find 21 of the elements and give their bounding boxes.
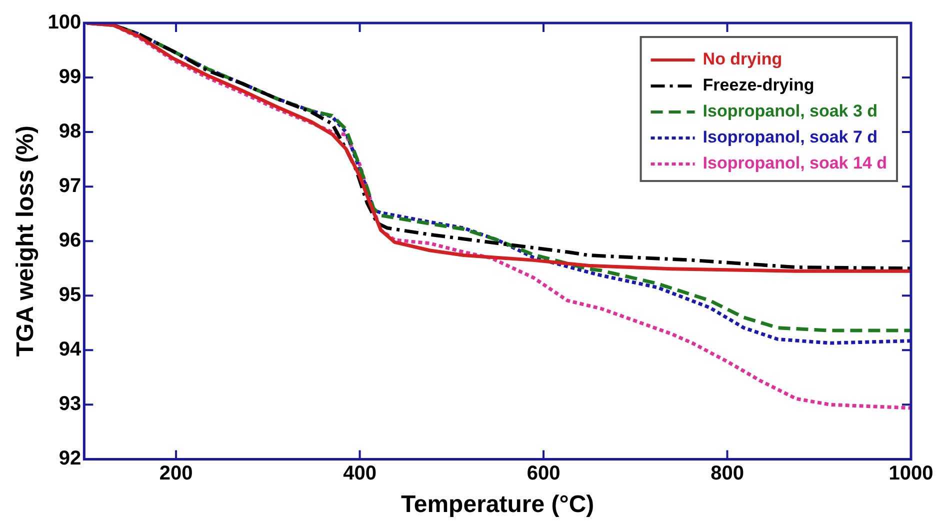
x-tick-label: 400: [343, 462, 376, 485]
legend-label: Isopropanol, soak 14 d: [702, 154, 888, 173]
y-tick-label: 94: [58, 338, 82, 361]
x-axis-title: Temperature (°C): [400, 491, 594, 518]
y-tick-label: 93: [58, 393, 82, 416]
x-tick-label: 800: [710, 462, 744, 485]
legend-label: Freeze-drying: [702, 76, 814, 95]
x-tick-label: 200: [159, 462, 193, 485]
y-tick-label: 95: [58, 284, 82, 306]
y-tick-label: 99: [58, 66, 82, 88]
y-tick-label: 98: [58, 120, 82, 143]
legend-label: Isopropanol, soak 3 d: [702, 102, 878, 121]
x-tick-label: 1000: [888, 462, 934, 485]
x-tick-label: 600: [526, 462, 560, 485]
y-tick-label: 97: [58, 175, 82, 198]
y-axis-title: TGA weight loss (%): [12, 126, 40, 357]
legend-label: Isopropanol, soak 7 d: [702, 128, 878, 147]
legend-label: No drying: [702, 50, 782, 69]
y-tick-label: 92: [58, 448, 82, 470]
y-tick-label: 100: [48, 12, 82, 34]
y-tick-label: 96: [58, 230, 82, 252]
